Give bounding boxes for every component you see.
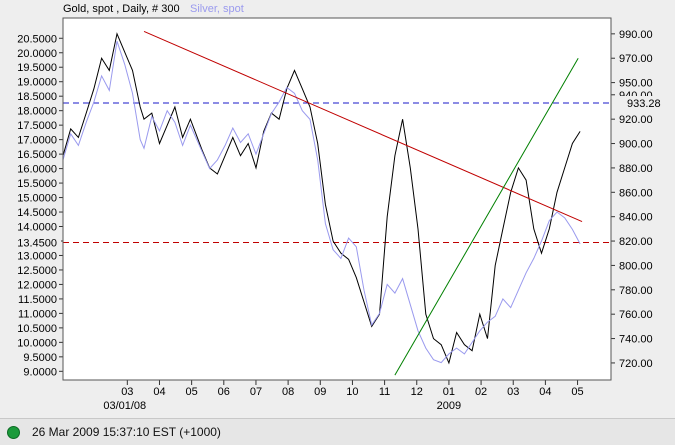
right-axis-tick-label: 860.00	[619, 187, 653, 199]
left-axis-tick-label: 14.5000	[17, 207, 57, 219]
x-axis-tick-label: 06	[218, 386, 230, 398]
status-bar: 26 Mar 2009 15:37:10 EST (+1000)	[0, 418, 675, 445]
x-axis-tick-label: 04	[153, 386, 165, 398]
legend-gold: Gold, spot , Daily, # 300	[63, 3, 180, 15]
x-axis-tick-label: 05	[186, 386, 198, 398]
left-axis-tick-label: 18.0000	[17, 106, 57, 118]
right-axis-tick-label: 740.00	[619, 334, 653, 346]
level-13450-label-bg	[2, 235, 61, 250]
x-axis-year-label-2009: 2009	[437, 400, 461, 412]
legend-silver: Silver, spot	[190, 3, 244, 15]
left-axis-tick-label: 12.0000	[17, 279, 57, 291]
plot-area	[63, 18, 611, 380]
left-axis-tick-label: 9.0000	[23, 366, 57, 378]
right-axis-tick-label: 800.00	[619, 260, 653, 272]
x-axis-year-label-2008: 03/01/08	[103, 400, 146, 412]
x-axis-tick-label: 08	[282, 386, 294, 398]
x-axis-tick-label: 10	[346, 386, 358, 398]
status-timestamp: 26 Mar 2009 15:37:10 EST (+1000)	[32, 425, 221, 439]
left-axis-tick-label: 15.0000	[17, 193, 57, 205]
connection-status-icon	[7, 425, 20, 439]
level-933-label-bg	[613, 95, 673, 110]
right-axis-tick-label: 820.00	[619, 236, 653, 248]
left-axis-tick-label: 19.0000	[17, 77, 57, 89]
silver-price-line	[62, 41, 581, 364]
x-axis-tick-label: 04	[539, 386, 551, 398]
level-13450-label: 13.4500	[17, 237, 57, 249]
right-axis-tick-label: 900.00	[619, 139, 653, 151]
left-axis-tick-label: 9.5000	[23, 352, 57, 364]
gold-price-line	[62, 32, 581, 365]
left-axis-tick-label: 12.5000	[17, 265, 57, 277]
right-axis-tick-label: 950.00	[619, 78, 653, 90]
x-axis-tick-label: 11	[379, 386, 390, 398]
left-axis-tick-label: 18.5000	[17, 91, 57, 103]
left-axis-tick-label: 16.0000	[17, 164, 57, 176]
right-axis-tick-label: 970.00	[619, 53, 653, 65]
x-axis-tick-label: 07	[250, 386, 262, 398]
price-chart: Gold, spot , Daily, # 300 Silver, spot 9…	[2, 3, 673, 412]
left-axis-tick-label: 20.5000	[17, 33, 57, 45]
left-axis-tick-label: 11.0000	[18, 308, 57, 320]
left-axis-tick-label: 15.5000	[17, 178, 57, 190]
right-axis-tick-label: 760.00	[619, 309, 653, 321]
left-axis-tick-label: 10.5000	[17, 323, 57, 335]
x-axis-tick-label: 03	[121, 386, 133, 398]
left-axis-tick-label: 10.0000	[17, 337, 57, 349]
right-axis-tick-label: 720.00	[619, 358, 653, 370]
left-axis-tick-label: 14.0000	[17, 222, 57, 234]
left-axis-tick-label: 17.5000	[17, 120, 57, 132]
right-axis-tick-label: 990.00	[619, 29, 653, 41]
left-axis-tick-label: 16.5000	[17, 149, 57, 161]
right-axis-tick-label: 780.00	[619, 285, 653, 297]
left-axis-tick-label: 13.0000	[17, 250, 57, 262]
left-axis-tick-label: 11.5000	[18, 294, 57, 306]
x-axis-tick-label: 01	[443, 386, 455, 398]
plot-frame	[62, 17, 612, 381]
left-axis-tick-label: 19.5000	[17, 62, 57, 74]
x-axis-tick-label: 05	[571, 386, 583, 398]
level-933-label: 933.28	[627, 98, 661, 110]
right-axis-tick-label: 840.00	[619, 212, 653, 224]
left-axis-tick-label: 20.0000	[17, 48, 57, 60]
right-axis-tick-label: 920.00	[619, 114, 653, 126]
x-axis-tick-label: 02	[475, 386, 487, 398]
x-axis-tick-label: 12	[411, 386, 423, 398]
x-axis-tick-label: 03	[507, 386, 519, 398]
x-axis-tick-label: 09	[314, 386, 326, 398]
left-axis-tick-label: 17.0000	[17, 135, 57, 147]
support-trendline	[394, 57, 579, 376]
right-axis-tick-label: 880.00	[619, 163, 653, 175]
resistance-trendline	[143, 30, 583, 223]
